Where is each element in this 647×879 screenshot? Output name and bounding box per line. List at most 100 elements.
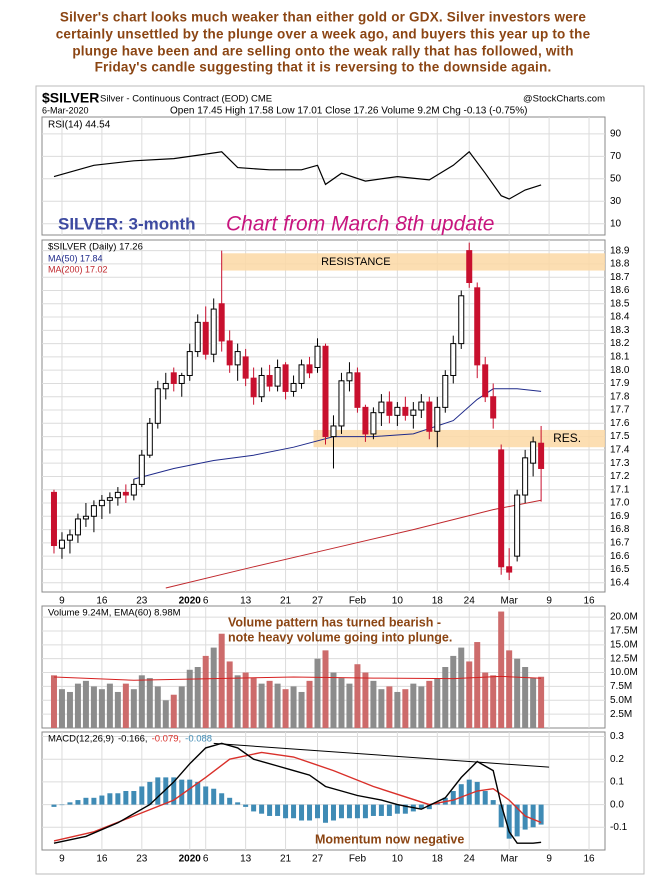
x-tick-label: 9 [59,854,65,865]
y-tick-label: 10 [610,218,622,229]
y-tick-label: -0.1 [610,822,628,833]
candle-body [66,534,73,541]
volume-bar [394,691,401,728]
histogram-bar [482,791,488,805]
candle-body [242,356,249,379]
histogram-bar [394,804,400,814]
y-tick-label: 18.2 [610,338,630,349]
candle-body [530,441,537,464]
annotation: SILVER: 3-month [58,214,196,233]
histogram-bar [219,793,225,805]
volume-bar [498,611,505,728]
histogram-bar [195,781,201,805]
histogram-bar [51,804,57,807]
panel-title: MACD(12,26,9) [48,734,114,745]
x-tick-label: 10 [392,854,404,865]
x-tick-label: 21 [280,854,292,865]
volume-bar [442,667,449,728]
y-tick-label: 17.7 [610,405,630,416]
y-tick-label: 18.0 [610,365,630,376]
panel-title: $SILVER (Daily) 17.26 [48,242,143,253]
histogram-bar [179,779,185,805]
y-tick-label: 15.0M [610,639,638,650]
trendline [213,742,550,768]
y-tick-label: 17.3 [610,458,630,469]
series-line [53,742,542,844]
candle-body [82,515,89,520]
quote: Open 17.45 High 17.58 Low 17.01 Close 17… [170,106,527,117]
volume-bar [354,664,361,728]
candle-body [50,491,57,547]
volume-bar [114,691,121,728]
histogram-bar [131,791,137,805]
volume-bar [274,683,281,728]
histogram-bar [291,804,297,819]
x-tick-label: 24 [464,596,476,607]
y-tick-label: 7.5M [610,681,632,692]
candle-body [314,345,321,369]
histogram-bar [378,804,384,816]
y-tick-label: 16.8 [610,524,630,535]
volume-bar [194,667,201,728]
x-tick-label: Feb [349,854,367,865]
volume-bar [314,658,321,728]
candle-body [362,406,369,435]
y-tick-label: 17.8 [610,391,630,402]
source: @StockCharts.com [523,94,605,105]
histogram-bar [354,804,360,819]
histogram-bar [99,795,105,805]
x-tick-label: 18 [432,596,444,607]
histogram-bar [506,804,512,839]
x-tick-label: 21 [280,596,292,607]
candle-body [266,374,273,387]
y-tick-label: 18.9 [610,245,630,256]
description: Silver - Continuous Contract (EOD) CME [100,94,272,105]
candle-body [170,372,177,384]
volume-bar [98,689,105,728]
x-tick-label: 2020 [179,854,202,865]
resistance-band [221,253,605,271]
commentary: plunge have been and are selling onto th… [72,44,573,59]
candle-body [442,374,449,408]
histogram-bar [115,793,121,805]
volume-bar [386,686,393,728]
histogram-bar [338,804,344,819]
candle-body [298,364,305,384]
histogram-bar [163,777,169,805]
volume-bar [186,669,193,728]
candle-body [122,491,129,496]
histogram-bar [466,779,472,805]
candle-body [114,491,121,499]
x-tick-label: 9 [546,854,552,865]
volume-bar [282,689,289,728]
histogram-bar [458,784,464,805]
x-tick-label: 23 [136,596,148,607]
series-line [53,675,542,681]
volume-bar [402,689,409,728]
symbol: $SILVER [42,90,99,106]
panel-frame [41,116,606,236]
y-tick-label: 18.5 [610,298,630,309]
band-label: RESISTANCE [321,256,390,268]
x-tick-label: 9 [546,596,552,607]
volume-bar [434,678,441,728]
volume-bar [330,672,337,728]
histogram-bar [107,793,113,805]
y-tick-label: 16.7 [610,537,630,548]
y-tick-label: 16.4 [610,577,630,588]
y-tick-label: 0.2 [610,754,624,765]
candle-body [514,494,521,557]
panel-title: MA(200) 17.02 [48,264,108,274]
commentary: Silver's chart looks much weaker than ei… [60,10,586,25]
y-tick-label: 18.3 [610,325,630,336]
y-tick-label: 18.8 [610,259,630,270]
candle-body [386,401,393,416]
volume-bar [466,661,473,728]
histogram-bar [307,804,313,821]
candle-body [226,340,233,366]
y-tick-label: 17.5 [610,431,630,442]
candle-body [210,308,217,355]
histogram-bar [83,797,89,805]
y-tick-label: 30 [610,196,622,207]
candle-body [282,364,289,392]
